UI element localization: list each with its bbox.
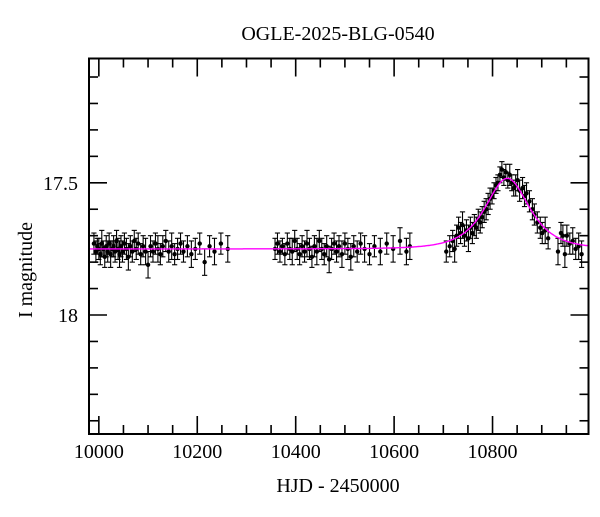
- data-point: [160, 235, 166, 258]
- data-point: [354, 240, 360, 263]
- data-point: [348, 243, 354, 271]
- data-point: [351, 235, 357, 258]
- data-point: [336, 235, 342, 258]
- model-light-curve: [89, 177, 589, 250]
- x-axis-label: HJD - 2450000: [276, 475, 399, 497]
- data-point: [184, 235, 191, 258]
- data-point: [384, 232, 390, 255]
- data-point: [301, 240, 308, 263]
- axis-tick-labels: 10000 10200 10400 10600 10800 17.5 18: [43, 173, 518, 463]
- data-point: [152, 232, 159, 255]
- data-point: [166, 240, 172, 263]
- data-point: [558, 221, 564, 245]
- data-point: [211, 237, 218, 266]
- data-point: [150, 240, 156, 263]
- data-point: [138, 243, 144, 266]
- data-point: [304, 229, 310, 258]
- data-point: [284, 232, 290, 255]
- data-point: [321, 243, 327, 266]
- data-point: [277, 240, 283, 263]
- y-tick-label: 17.5: [43, 173, 78, 195]
- axis-ticks: [89, 58, 589, 434]
- x-tick-label: 10600: [369, 441, 419, 463]
- data-point: [299, 235, 305, 258]
- data-point: [560, 224, 566, 247]
- data-points-layer: [91, 161, 585, 279]
- data-point: [121, 232, 128, 255]
- data-point: [274, 232, 281, 255]
- y-tick-label: 18: [58, 305, 78, 327]
- data-point: [163, 229, 169, 253]
- data-point: [177, 232, 184, 255]
- data-point: [339, 240, 345, 268]
- data-point: [172, 243, 178, 266]
- data-point: [180, 240, 187, 263]
- data-point: [397, 227, 403, 255]
- data-point: [206, 235, 213, 258]
- data-point: [157, 243, 163, 266]
- data-point: [358, 232, 364, 255]
- plot-frame: [88, 57, 590, 435]
- data-point: [197, 232, 203, 255]
- data-point: [218, 232, 224, 255]
- data-point: [366, 243, 373, 266]
- data-point: [555, 237, 561, 266]
- y-axis-label: I magnitude: [15, 222, 37, 318]
- data-point: [542, 216, 548, 245]
- data-point: [447, 235, 453, 258]
- x-tick-label: 10200: [172, 441, 222, 463]
- data-point: [390, 235, 396, 263]
- data-point: [342, 232, 348, 255]
- data-point: [147, 235, 154, 258]
- data-point: [371, 235, 378, 258]
- data-point: [443, 240, 449, 263]
- x-tick-label: 10000: [74, 441, 124, 463]
- data-point: [202, 248, 208, 276]
- data-point: [333, 240, 340, 263]
- x-tick-label: 10800: [468, 441, 518, 463]
- data-point: [169, 232, 175, 261]
- chart-title: OGLE-2025-BLG-0540: [241, 23, 434, 45]
- data-point: [311, 235, 317, 258]
- data-point: [297, 243, 303, 266]
- data-point: [403, 237, 410, 266]
- data-point: [407, 232, 413, 261]
- data-point: [331, 232, 337, 255]
- data-point: [188, 240, 194, 268]
- data-point: [140, 235, 146, 258]
- data-point: [127, 235, 133, 258]
- data-point: [279, 237, 286, 255]
- data-point: [479, 206, 485, 229]
- data-point: [564, 224, 570, 247]
- data-point: [292, 229, 298, 253]
- model-curve-layer: [89, 177, 589, 250]
- data-point: [573, 237, 579, 261]
- data-point: [145, 250, 151, 279]
- x-tick-label: 10400: [271, 441, 321, 463]
- data-point: [377, 237, 383, 266]
